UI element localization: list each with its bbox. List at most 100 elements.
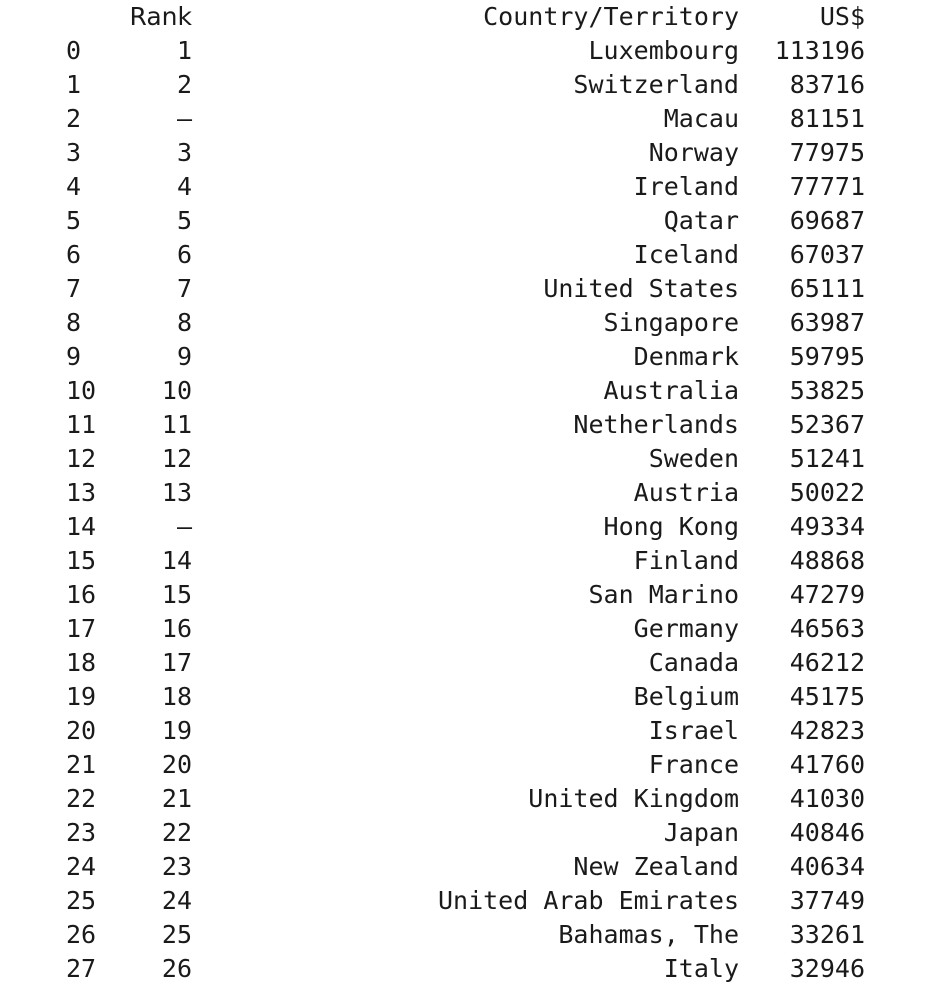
row-usd: 63987	[789, 308, 865, 337]
table-row: 7 7 United States 65111	[0, 272, 930, 306]
row-index: 11	[66, 410, 97, 439]
row-index: 12	[66, 444, 97, 473]
row-index: 2	[66, 104, 82, 133]
table-row: 11 11 Netherlands 52367	[0, 408, 930, 442]
row-usd: 49334	[789, 512, 865, 541]
row-usd: 42823	[789, 716, 865, 745]
row-country: Netherlands	[573, 410, 739, 439]
row-rank: 23	[161, 852, 192, 881]
row-usd: 77771	[789, 172, 865, 201]
table-row: 0 1 Luxembourg 113196	[0, 34, 930, 68]
row-index: 0	[66, 36, 82, 65]
row-country: Singapore	[603, 308, 739, 337]
table-row: 2 – Macau 81151	[0, 102, 930, 136]
row-rank: 8	[176, 308, 192, 337]
row-index: 20	[66, 716, 97, 745]
row-index: 9	[66, 342, 82, 371]
row-usd: 47279	[789, 580, 865, 609]
row-usd: 37749	[789, 886, 865, 915]
row-country: Germany	[633, 614, 739, 643]
table-row: 4 4 Ireland 77771	[0, 170, 930, 204]
table-row: 14 – Hong Kong 49334	[0, 510, 930, 544]
row-usd: 65111	[789, 274, 865, 303]
row-rank: 24	[161, 886, 192, 915]
table-row: 17 16 Germany 46563	[0, 612, 930, 646]
row-rank: 16	[161, 614, 192, 643]
row-usd: 52367	[789, 410, 865, 439]
header-rank: Rank	[129, 2, 192, 31]
row-rank: 11	[161, 410, 192, 439]
table-row: 16 15 San Marino 47279	[0, 578, 930, 612]
table-row: 10 10 Australia 53825	[0, 374, 930, 408]
table-row: 26 25 Bahamas, The 33261	[0, 918, 930, 952]
row-usd: 46212	[789, 648, 865, 677]
row-country: Qatar	[663, 206, 739, 235]
row-usd: 46563	[789, 614, 865, 643]
table-row: 15 14 Finland 48868	[0, 544, 930, 578]
row-usd: 77975	[789, 138, 865, 167]
row-country: Israel	[648, 716, 739, 745]
row-index: 23	[66, 818, 97, 847]
row-rank: 3	[176, 138, 192, 167]
row-rank: 18	[161, 682, 192, 711]
row-usd: 59795	[789, 342, 865, 371]
row-country: Macau	[663, 104, 739, 133]
row-country: Switzerland	[573, 70, 739, 99]
row-rank: 20	[161, 750, 192, 779]
row-usd: 48868	[789, 546, 865, 575]
row-usd: 53825	[789, 376, 865, 405]
table-row: 9 9 Denmark 59795	[0, 340, 930, 374]
table-row: 27 26 Italy 32946	[0, 952, 930, 986]
row-rank: 15	[161, 580, 192, 609]
row-index: 14	[66, 512, 97, 541]
row-rank: 5	[176, 206, 192, 235]
row-country: United Kingdom	[528, 784, 739, 813]
row-usd: 50022	[789, 478, 865, 507]
row-index: 1	[66, 70, 82, 99]
row-country: France	[648, 750, 739, 779]
row-index: 13	[66, 478, 97, 507]
row-usd: 40846	[789, 818, 865, 847]
row-rank: 2	[176, 70, 192, 99]
row-index: 24	[66, 852, 97, 881]
row-rank: 13	[161, 478, 192, 507]
row-country: San Marino	[588, 580, 739, 609]
row-index: 18	[66, 648, 97, 677]
row-index: 6	[66, 240, 82, 269]
table-row: 18 17 Canada 46212	[0, 646, 930, 680]
row-index: 4	[66, 172, 82, 201]
row-rank: –	[176, 512, 192, 541]
table-row: 24 23 New Zealand 40634	[0, 850, 930, 884]
row-rank: 6	[176, 240, 192, 269]
row-index: 27	[66, 954, 97, 983]
row-country: United States	[543, 274, 739, 303]
row-rank: 19	[161, 716, 192, 745]
row-country: Finland	[633, 546, 739, 575]
row-country: Belgium	[633, 682, 739, 711]
row-country: Australia	[603, 376, 739, 405]
table-row: 12 12 Sweden 51241	[0, 442, 930, 476]
row-usd: 33261	[789, 920, 865, 949]
table-row: 8 8 Singapore 63987	[0, 306, 930, 340]
row-country: Sweden	[648, 444, 739, 473]
row-rank: 22	[161, 818, 192, 847]
table-row: 20 19 Israel 42823	[0, 714, 930, 748]
row-index: 5	[66, 206, 82, 235]
row-usd: 83716	[789, 70, 865, 99]
row-usd: 41030	[789, 784, 865, 813]
row-index: 22	[66, 784, 97, 813]
row-usd: 113196	[774, 36, 865, 65]
row-usd: 32946	[789, 954, 865, 983]
row-country: United Arab Emirates	[437, 886, 739, 915]
row-country: Japan	[663, 818, 739, 847]
row-country: Luxembourg	[588, 36, 739, 65]
row-rank: 17	[161, 648, 192, 677]
row-country: Austria	[633, 478, 739, 507]
row-country: Italy	[663, 954, 739, 983]
table-row: 23 22 Japan 40846	[0, 816, 930, 850]
table-row: 1 2 Switzerland 83716	[0, 68, 930, 102]
row-country: Denmark	[633, 342, 739, 371]
row-rank: 10	[161, 376, 192, 405]
row-rank: 12	[161, 444, 192, 473]
